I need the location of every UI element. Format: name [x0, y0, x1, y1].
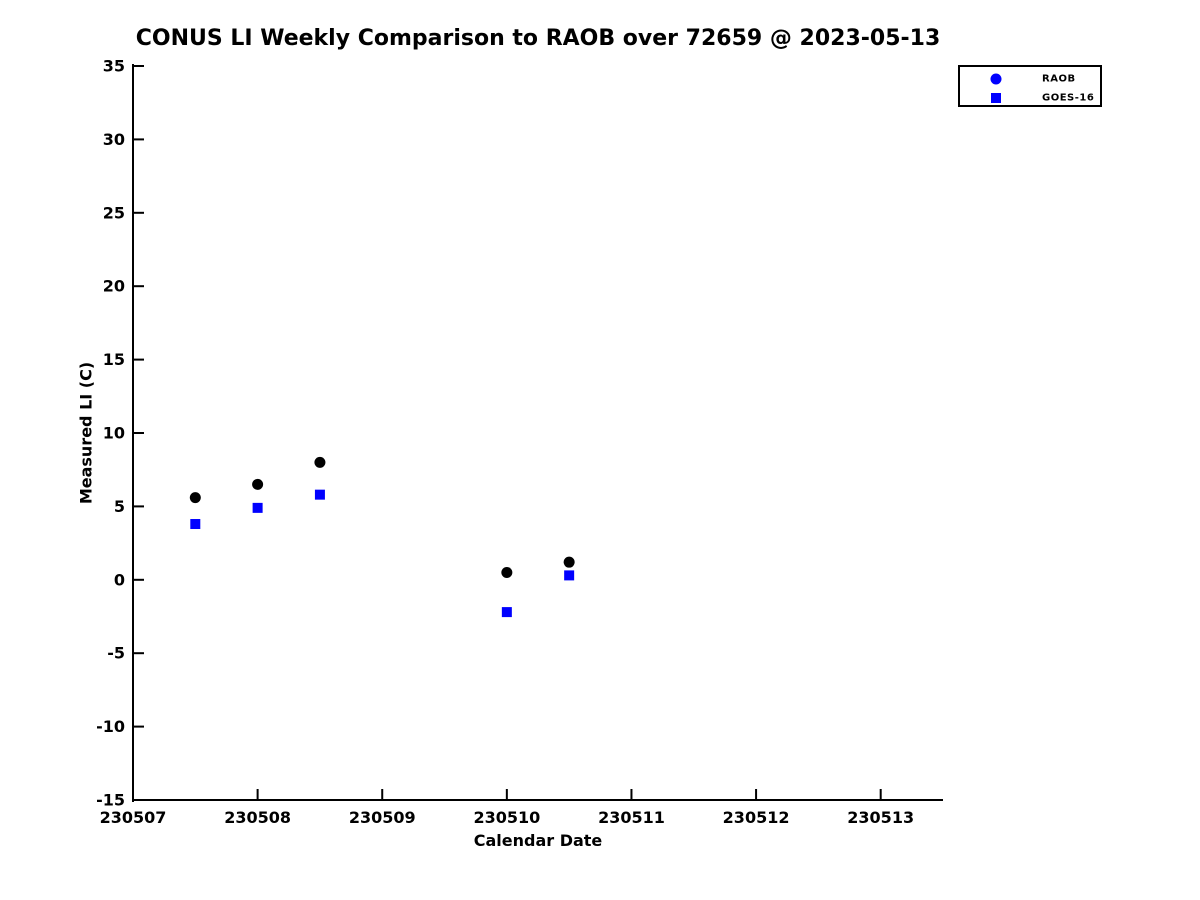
x-tick-label: 230510	[473, 808, 540, 827]
raob-point	[563, 556, 575, 568]
y-tick-label: 25	[103, 203, 125, 222]
x-tick-label: 230513	[847, 808, 914, 827]
raob-point	[501, 566, 513, 578]
x-tick-label: 230508	[224, 808, 291, 827]
y-axis-label: Measured LI (C)	[76, 361, 96, 505]
y-tick	[134, 578, 144, 581]
x-tick	[755, 789, 758, 799]
y-tick	[134, 211, 144, 214]
y-tick	[134, 138, 144, 141]
goes-16-point	[190, 519, 201, 530]
raob-point	[189, 492, 201, 504]
legend-label: RAOB	[1042, 73, 1076, 84]
goes-16-point	[501, 607, 512, 618]
x-tick-label: 230511	[598, 808, 665, 827]
y-tick	[134, 285, 144, 288]
goes-16-point	[252, 502, 263, 513]
x-axis-label: Calendar Date	[473, 831, 603, 850]
y-tick	[134, 505, 144, 508]
goes-16-point	[314, 489, 325, 500]
chart-title: CONUS LI Weekly Comparison to RAOB over …	[135, 26, 941, 51]
y-tick-label: 20	[103, 277, 125, 296]
x-tick	[381, 789, 384, 799]
y-tick-label: -10	[96, 717, 125, 736]
x-tick-label: 230509	[349, 808, 416, 827]
x-axis-spine	[132, 799, 943, 801]
y-tick	[134, 432, 144, 434]
x-tick-label: 230507	[100, 808, 167, 827]
y-tick-label: 30	[103, 130, 125, 149]
x-tick	[879, 789, 882, 799]
y-tick-label: 5	[114, 497, 125, 516]
y-tick	[134, 652, 144, 655]
y-tick-label: 15	[103, 350, 125, 369]
y-tick	[134, 358, 144, 361]
y-tick-label: -5	[107, 644, 125, 663]
y-tick-label: 10	[103, 424, 125, 443]
goes-16-point	[564, 570, 575, 581]
legend: RAOB GOES-16	[958, 65, 1102, 107]
x-tick	[630, 789, 633, 799]
raob-point	[314, 456, 326, 468]
y-tick-label: 0	[114, 570, 125, 589]
x-tick	[256, 789, 259, 799]
legend-square-icon	[991, 92, 1001, 103]
y-tick	[134, 799, 144, 801]
y-tick	[134, 725, 144, 728]
x-tick-label: 230512	[723, 808, 790, 827]
legend-label: GOES-16	[1042, 92, 1095, 103]
y-axis-spine	[132, 64, 134, 802]
y-tick-label: -15	[96, 791, 125, 810]
legend-entry-raob: RAOB	[960, 71, 1100, 86]
legend-circle-icon	[990, 73, 1002, 84]
y-tick-label: 35	[103, 57, 125, 76]
y-tick	[134, 65, 144, 67]
raob-point	[252, 478, 264, 490]
legend-entry-goes-16: GOES-16	[960, 90, 1100, 105]
x-tick	[132, 789, 134, 799]
x-tick	[505, 789, 508, 799]
